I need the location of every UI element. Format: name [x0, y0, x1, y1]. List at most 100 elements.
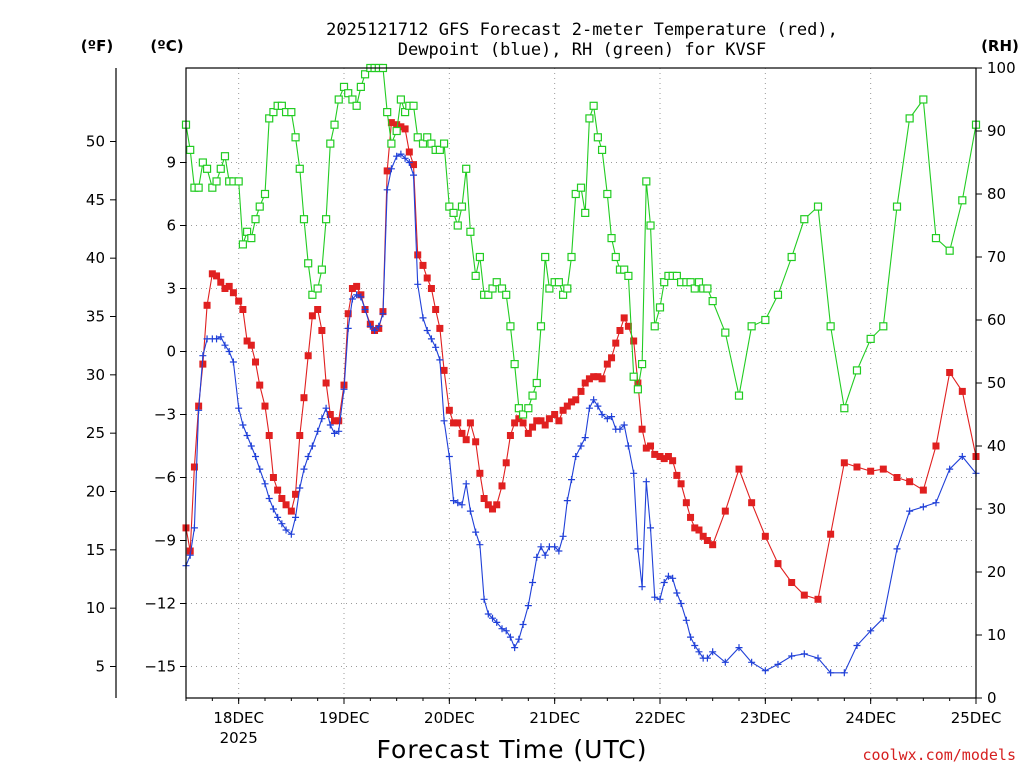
dewpoint-point [186, 551, 194, 559]
temperature-point [282, 501, 290, 509]
rh-point [396, 95, 405, 104]
rh-point [787, 252, 796, 262]
rh-point [220, 152, 230, 161]
rh-point [545, 284, 554, 293]
temperature-point [432, 306, 440, 313]
temperature-point [304, 352, 312, 360]
rh-point [299, 215, 309, 224]
temperature-point [498, 482, 506, 490]
rh-point [418, 139, 428, 148]
temperature-point [660, 455, 668, 463]
credit-text: coolwx.com/models [862, 746, 1016, 764]
dewpoint-point [559, 532, 567, 540]
temperature-point [620, 314, 628, 322]
dewpoint-point [677, 600, 685, 607]
dewpoint-point [484, 610, 492, 618]
dewpoint-line [185, 153, 977, 674]
rh-point [840, 404, 849, 413]
rh-point [655, 303, 665, 312]
rh-point [761, 315, 770, 325]
rh-point [269, 107, 278, 117]
rh-point [563, 284, 572, 293]
dewpoint-point [691, 642, 699, 649]
rh-point [773, 290, 783, 299]
rh-point [453, 221, 462, 230]
rh-tick-label: 100 [987, 59, 1016, 77]
rh-point [866, 334, 875, 343]
rh-point [326, 139, 335, 148]
dewpoint-point [594, 402, 602, 410]
rh-tick-label: 40 [987, 437, 1006, 455]
fahrenheit-tick-label: 5 [95, 658, 105, 676]
dewpoint-point [401, 154, 409, 162]
dewpoint-point [761, 667, 769, 675]
temperature-point [493, 501, 501, 509]
dewpoint-point [314, 427, 322, 435]
rh-point [304, 259, 313, 268]
rh-point [734, 391, 744, 400]
temperature-point [243, 337, 251, 345]
rh-tick-label: 0 [987, 689, 997, 707]
rh-point [686, 278, 695, 287]
temperature-point [669, 457, 677, 465]
dewpoint-point [906, 507, 914, 515]
rh-point [629, 372, 638, 381]
rh-point [581, 208, 590, 217]
dewpoint-point [292, 513, 300, 521]
dewpoint-point [572, 453, 580, 460]
temperature-point [594, 373, 602, 381]
rh-point [589, 101, 598, 110]
dewpoint-point [348, 295, 356, 303]
temperature-point [572, 396, 580, 404]
rh-point [532, 378, 541, 388]
rh-point [593, 133, 602, 142]
dewpoint-point [265, 495, 273, 502]
temperature-point [647, 442, 655, 450]
temperature-point [677, 480, 685, 488]
celsius-tick-label: 0 [166, 343, 176, 361]
rh-point [607, 234, 616, 243]
rh-point [238, 240, 247, 249]
temperature-point [590, 373, 598, 381]
temperature-point [919, 486, 927, 494]
rh-point [234, 177, 243, 186]
temperature-point [577, 387, 585, 395]
dewpoint-point [932, 499, 940, 507]
rh-point [571, 189, 580, 199]
dewpoint-point [748, 658, 756, 666]
temperature-point [555, 417, 563, 425]
rh-point [435, 145, 444, 154]
fahrenheit-tick-label: 40 [86, 249, 105, 267]
temperature-point [529, 423, 537, 431]
x-tick-label: 18DEC [213, 709, 264, 727]
dewpoint-point [919, 503, 927, 511]
dewpoint-point [353, 291, 361, 299]
dewpoint-point [511, 644, 519, 652]
dewpoint-point [340, 385, 348, 393]
temperature-point [287, 507, 295, 515]
rh-point [251, 215, 260, 224]
temperature-point [489, 505, 497, 513]
dewpoint-point [344, 324, 352, 332]
temperature-point [656, 453, 664, 460]
dewpoint-point [563, 497, 571, 505]
dewpoint-point [827, 669, 835, 677]
dewpoint-point [252, 453, 260, 460]
dewpoint-point [387, 165, 395, 173]
dewpoint-point [620, 421, 628, 429]
dewpoint-point [946, 465, 954, 473]
dewpoint-point [656, 595, 664, 603]
dewpoint-point [383, 186, 391, 194]
rh-point [852, 366, 862, 375]
temperature-point [682, 499, 690, 507]
temperature-point [423, 274, 431, 282]
rh-point [585, 114, 594, 123]
temperature-point [387, 119, 395, 127]
rh-point [475, 252, 484, 262]
dewpoint-point [506, 633, 514, 641]
temperature-point [331, 417, 339, 425]
x-axis-title: Forecast Time (UTC) [377, 735, 648, 764]
dewpoint-point [687, 633, 695, 641]
x-tick-label: 25DEC [951, 709, 1002, 727]
temperature-point [519, 419, 527, 427]
